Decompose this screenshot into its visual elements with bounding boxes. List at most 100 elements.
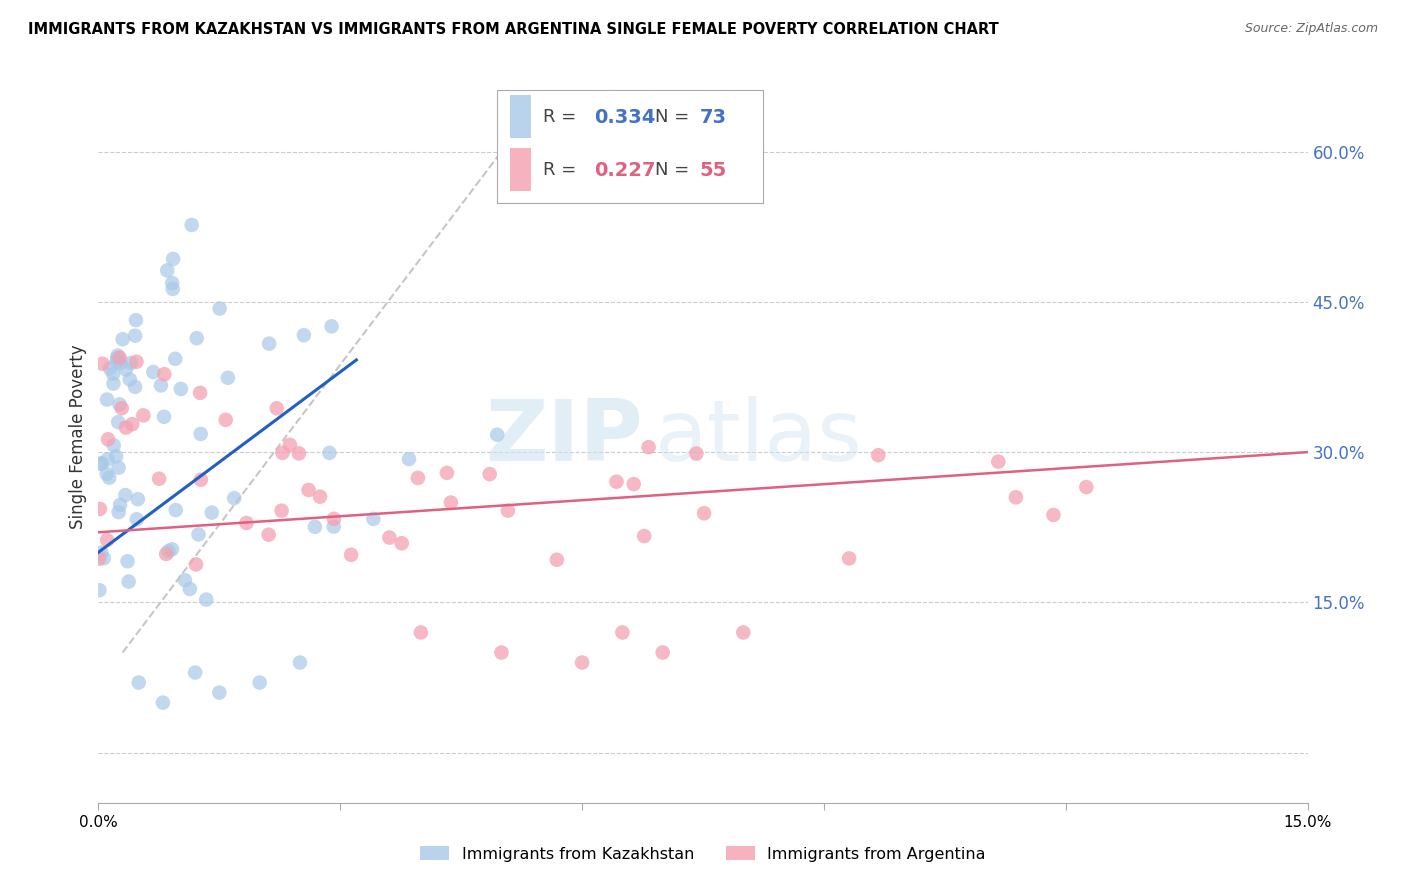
Point	[637, 440, 659, 454]
Point	[440, 495, 463, 509]
Text: N =: N =	[655, 161, 695, 179]
Point	[87, 551, 110, 566]
Point	[107, 505, 129, 519]
Point	[173, 573, 195, 587]
Point	[148, 472, 170, 486]
Point	[266, 401, 288, 416]
Point	[571, 656, 593, 670]
Point	[101, 367, 124, 381]
Point	[321, 319, 343, 334]
Point	[125, 313, 148, 327]
Point	[117, 554, 139, 568]
Point	[90, 546, 112, 560]
Point	[271, 446, 294, 460]
Point	[838, 551, 860, 566]
Point	[149, 378, 172, 392]
Point	[651, 646, 673, 660]
Point	[97, 432, 120, 446]
Text: ZIP: ZIP	[485, 395, 643, 479]
Point	[606, 475, 628, 489]
Point	[546, 553, 568, 567]
Point	[322, 519, 344, 533]
Point	[111, 332, 134, 346]
Point	[292, 328, 315, 343]
Point	[486, 427, 509, 442]
Point	[304, 520, 326, 534]
Text: 55: 55	[699, 161, 727, 179]
Legend: Immigrants from Kazakhstan, Immigrants from Argentina: Immigrants from Kazakhstan, Immigrants f…	[413, 839, 993, 868]
Point	[297, 483, 319, 497]
Point	[249, 675, 271, 690]
Point	[125, 512, 148, 526]
Point	[215, 413, 238, 427]
Text: N =: N =	[655, 109, 695, 127]
Point	[340, 548, 363, 562]
Point	[363, 512, 385, 526]
Point	[1005, 490, 1028, 504]
Bar	[509, 95, 531, 138]
Point	[120, 356, 142, 370]
Point	[623, 477, 645, 491]
Point	[105, 450, 128, 464]
Point	[124, 380, 146, 394]
Point	[90, 456, 112, 470]
Point	[235, 516, 257, 530]
Point	[160, 542, 183, 557]
Point	[187, 527, 209, 541]
Point	[124, 328, 146, 343]
Point	[409, 625, 432, 640]
Bar	[509, 148, 531, 191]
Point	[491, 646, 513, 660]
Point	[107, 460, 129, 475]
Point	[118, 574, 141, 589]
Point	[612, 625, 634, 640]
Point	[103, 438, 125, 452]
Point	[224, 491, 246, 505]
Point	[868, 448, 890, 462]
Point	[208, 301, 231, 316]
Point	[89, 502, 111, 516]
Point	[188, 385, 211, 400]
Text: 73: 73	[699, 108, 727, 127]
Point	[96, 533, 118, 547]
Point	[160, 276, 183, 290]
Point	[91, 357, 114, 371]
Y-axis label: Single Female Poverty: Single Female Poverty	[69, 345, 87, 529]
Point	[270, 504, 292, 518]
Point	[128, 675, 150, 690]
Text: IMMIGRANTS FROM KAZAKHSTAN VS IMMIGRANTS FROM ARGENTINA SINGLE FEMALE POVERTY CO: IMMIGRANTS FROM KAZAKHSTAN VS IMMIGRANTS…	[28, 22, 998, 37]
Point	[1076, 480, 1098, 494]
Point	[391, 536, 413, 550]
Text: R =: R =	[543, 109, 582, 127]
Point	[93, 551, 115, 566]
Point	[107, 415, 129, 429]
Point	[378, 531, 401, 545]
Point	[157, 544, 180, 558]
Point	[97, 452, 120, 467]
Point	[108, 351, 131, 365]
Text: atlas: atlas	[655, 395, 863, 479]
Point	[98, 471, 121, 485]
Point	[496, 503, 519, 517]
Point	[165, 351, 187, 366]
Point	[208, 685, 231, 699]
Point	[96, 392, 118, 407]
Point	[733, 625, 755, 640]
Point	[190, 473, 212, 487]
Point	[633, 529, 655, 543]
Point	[156, 263, 179, 277]
Point	[278, 438, 301, 452]
Text: 0.334: 0.334	[595, 108, 655, 127]
Point	[165, 503, 187, 517]
Point	[114, 362, 136, 376]
Point	[170, 382, 193, 396]
Point	[105, 355, 128, 369]
Point	[323, 512, 346, 526]
Point	[89, 583, 111, 598]
Point	[162, 282, 184, 296]
Point	[152, 696, 174, 710]
Point	[121, 417, 143, 431]
Point	[132, 409, 155, 423]
Point	[105, 351, 128, 365]
Point	[180, 218, 202, 232]
